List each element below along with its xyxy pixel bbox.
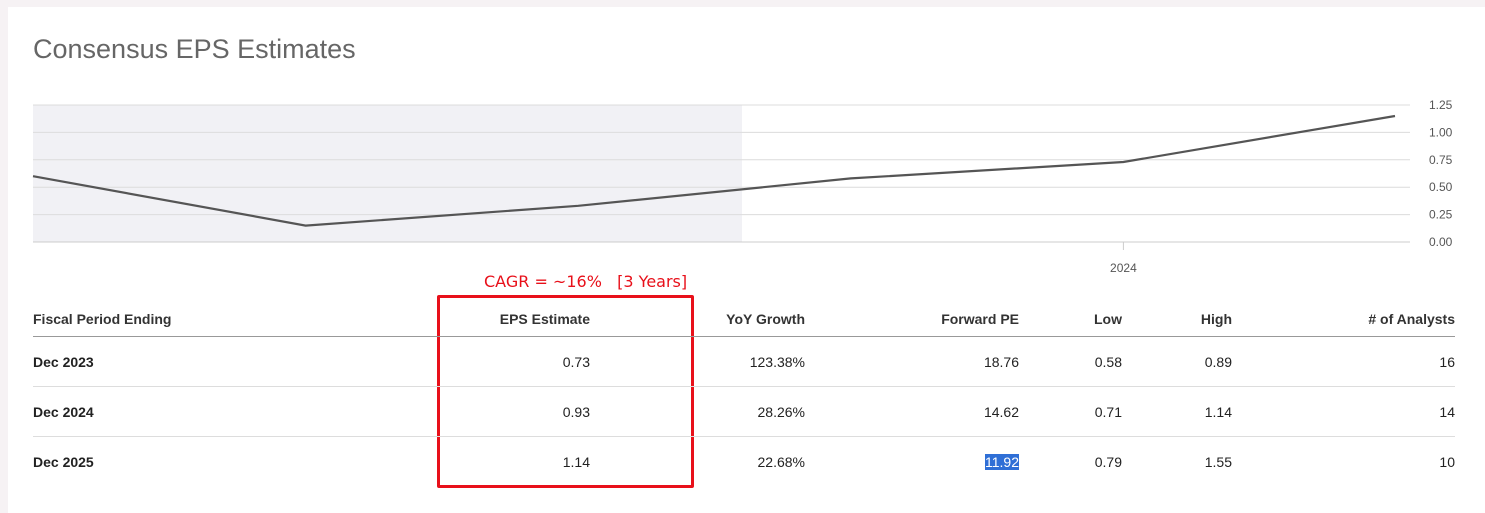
cell-pe: 14.62 [805, 386, 1019, 437]
cell-low: 0.79 [1094, 453, 1122, 470]
cell-high: 1.14 [1122, 386, 1232, 437]
cell-high: 1.55 [1204, 453, 1232, 470]
cell-eps: 0.93 [313, 386, 590, 437]
cell-low: 0.71 [1019, 386, 1122, 437]
cell-low: 0.58 [1019, 336, 1122, 387]
header-forward-pe[interactable]: Forward PE [805, 301, 1019, 337]
header-eps-estimate[interactable]: EPS Estimate [313, 301, 590, 337]
cell-period: Dec 2024 [33, 386, 313, 437]
table-row: Dec 2024 0.93 28.26% 14.62 0.71 1.14 14 [33, 386, 1455, 437]
y-tick-label: 1.25 [1429, 98, 1453, 112]
header-fiscal-period[interactable]: Fiscal Period Ending [33, 301, 313, 337]
cell-analysts: 14 [1232, 386, 1455, 437]
cell-yoy: 123.38% [590, 336, 805, 387]
y-tick-label: 0.25 [1429, 208, 1453, 222]
cell-period: Dec 2023 [33, 336, 313, 387]
cagr-annotation: CAGR = ~16% [3 Years] [484, 272, 688, 291]
header-num-analysts[interactable]: # of Analysts [1232, 301, 1455, 337]
y-tick-label: 0.50 [1429, 180, 1453, 194]
cell-yoy: 22.68% [757, 453, 805, 470]
y-tick-label: 0.75 [1429, 153, 1453, 167]
eps-line-chart: 0.00 0.25 0.50 0.75 1.00 1.25 2024 [32, 98, 1453, 275]
y-tick-label: 1.00 [1429, 125, 1453, 139]
cell-yoy: 28.26% [590, 386, 805, 437]
header-low[interactable]: Low [1019, 301, 1122, 337]
eps-series-line [32, 114, 1396, 227]
cell-high: 0.89 [1122, 336, 1232, 387]
x-tick-label: 2024 [1110, 261, 1137, 275]
header-yoy-growth[interactable]: YoY Growth [590, 301, 805, 337]
historical-shaded-region [33, 105, 742, 242]
cell-analysts: 16 [1232, 336, 1455, 387]
cell-pe: 11.92 [805, 437, 1019, 487]
y-tick-label: 0.00 [1429, 235, 1453, 249]
cell-pe: 18.76 [805, 336, 1019, 387]
eps-estimates-table: Fiscal Period Ending EPS Estimate YoY Gr… [33, 301, 1455, 486]
header-high[interactable]: High [1122, 301, 1232, 337]
cell-analysts: 10 [1439, 453, 1455, 470]
table-header-row: Fiscal Period Ending EPS Estimate YoY Gr… [33, 301, 1455, 337]
cell-eps: 0.73 [313, 336, 590, 387]
table-row: Dec 2023 0.73 123.38% 18.76 0.58 0.89 16 [33, 336, 1455, 387]
selected-text-highlight[interactable]: 11.92 [985, 453, 1019, 470]
table-row: Dec 2025 1.14 22.68% 11.92 0.79 1.55 10 [33, 437, 1455, 487]
cell-period: Dec 2025 [33, 453, 94, 470]
cell-eps: 1.14 [562, 453, 590, 470]
page-title: Consensus EPS Estimates [33, 34, 356, 64]
